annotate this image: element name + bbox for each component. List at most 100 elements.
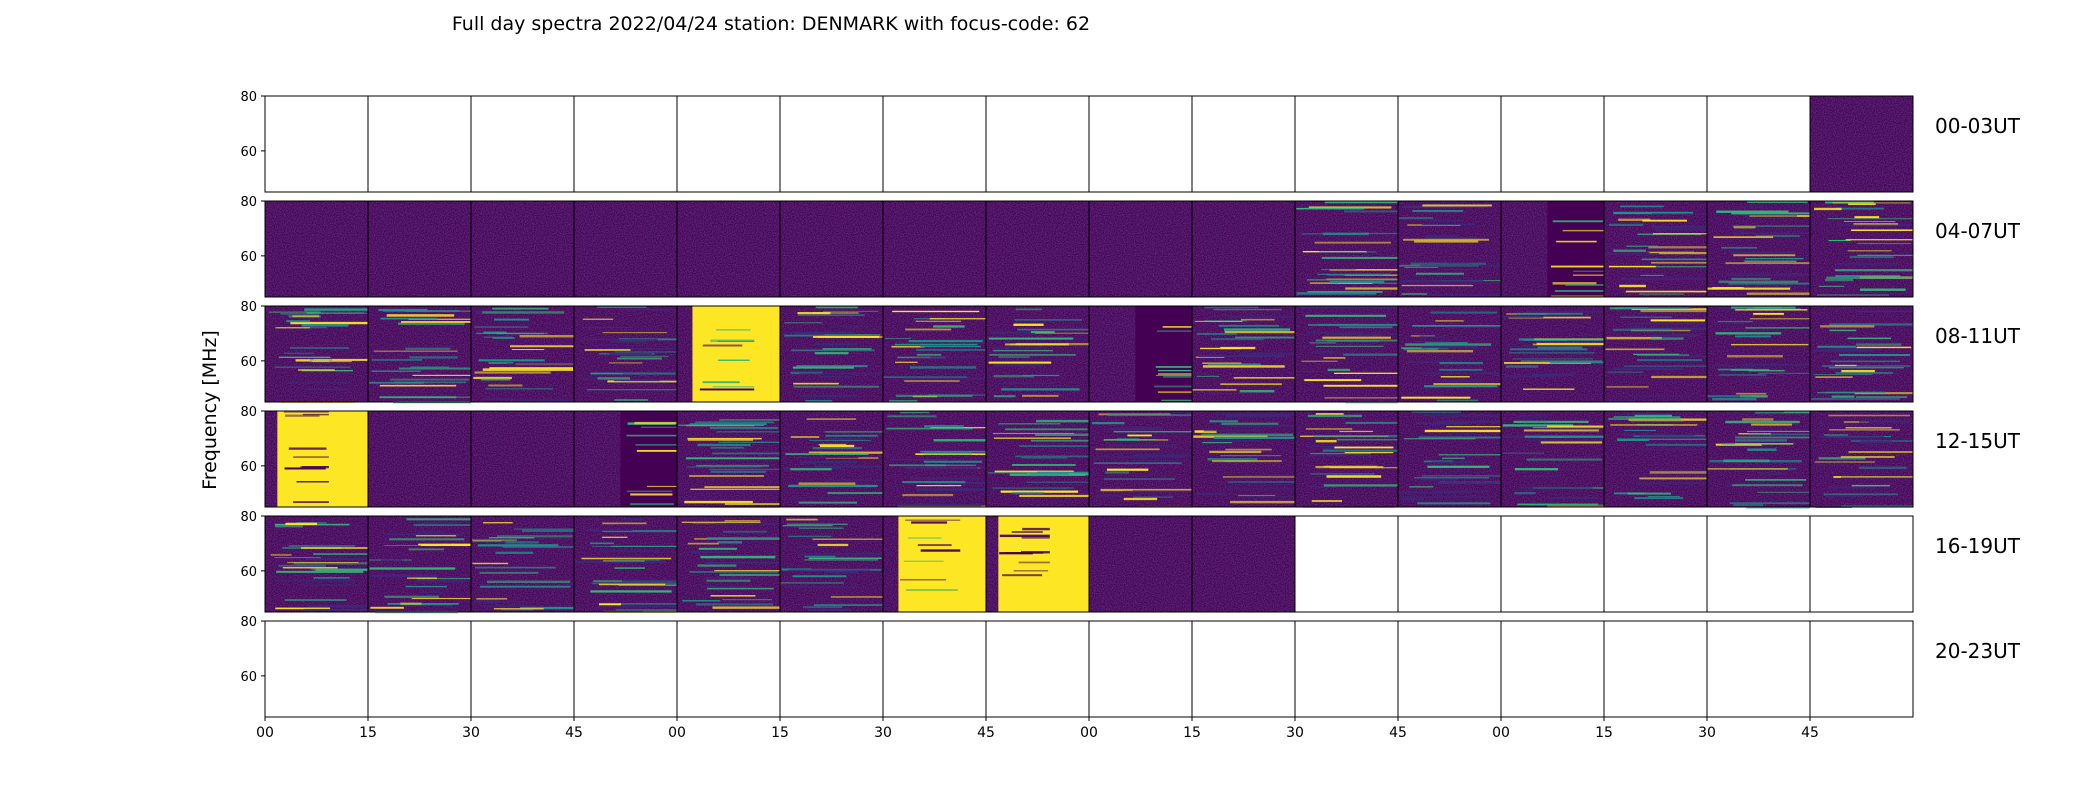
spectrum-cell-empty [882,95,987,193]
spectrum-cell-empty [1191,95,1296,193]
spectrum-cell-busy [264,305,369,403]
spectrum-cell-busy [1397,305,1502,403]
row-00-03UT: 80 60 00-03UT [240,90,2021,193]
row-04-07UT: 80 60 04-07UT [240,195,2021,298]
spectrum-cell-empty [1294,515,1399,613]
y-tick-label: 60 [240,460,257,475]
spectrum-cell-quiet [1191,515,1296,613]
spectrum-cell-empty [264,620,369,718]
row-label: 20-23UT [1935,639,2021,663]
spectrum-cell-rfi-partial [1500,200,1605,298]
spectrum-cell-empty [367,95,472,193]
y-tick-label: 80 [240,195,257,210]
x-tick-label: 00 [256,725,274,741]
spectrum-cell-quiet [470,410,575,508]
spectrum-cell-busy [264,515,369,613]
spectrum-cell-empty [573,95,678,193]
x-tick-label: 30 [1698,725,1716,741]
spectrum-cell-busy [779,515,884,613]
y-tick-label: 60 [240,250,257,265]
y-tick-label: 80 [240,615,257,630]
spectrum-cell-rfi-lines [676,410,781,509]
spectrum-cell-empty [1088,95,1193,193]
spectrum-cell-burst-partial [676,305,781,403]
spectrum-cell-rfi-partial [573,410,678,508]
spectrum-cell-busy [1500,410,1605,508]
spectrum-cell-busy [470,305,575,403]
x-tick-label: 45 [1389,725,1407,741]
spectrum-cell-empty [1294,620,1399,718]
spectrum-cell-busy [882,410,987,508]
spectrum-cell-empty [1397,515,1502,613]
spectrum-cell-burst-full [264,410,369,508]
x-tick-label: 15 [1183,725,1201,741]
spectrum-cell-empty [1500,515,1605,613]
spectrum-cell-quiet [882,200,987,298]
y-tick-label: 60 [240,670,257,685]
spectrum-cell-busy [1191,305,1296,403]
spectrum-cell-busy [1294,305,1399,404]
x-tick-label: 45 [565,725,583,741]
spectrum-cell-busy [470,515,575,613]
spectrum-cell-quiet [367,200,472,298]
spectrum-cell-empty [1809,620,1914,718]
x-tick-label: 15 [359,725,377,741]
spectrum-cell-empty [1088,620,1193,718]
spectrum-cell-empty [1500,95,1605,193]
y-tick-label: 60 [240,565,257,580]
spectrum-cell-empty [779,620,884,718]
spectrum-cell-busy [985,305,1090,403]
spectrum-cell-empty [676,95,781,193]
spectrum-cell-rfi-lines [985,410,1090,508]
spectrum-cell-empty [1191,620,1296,718]
spectrum-cell-busy [1397,200,1502,298]
spectrum-cell-empty [1294,95,1399,193]
spectrum-cell-busy [1809,305,1914,403]
chart-title: Full day spectra 2022/04/24 station: DEN… [452,13,1090,35]
row-label: 04-07UT [1935,219,2021,243]
spectrum-cell-busy [1294,410,1399,508]
x-tick-label: 30 [1286,725,1304,741]
spectrum-cell-empty [264,95,369,193]
spectrum-cell-burst-partial [882,515,987,613]
spectrum-cell-empty [985,95,1090,193]
spectrum-cell-empty [1603,620,1708,718]
spectrum-cell-busy [1191,410,1296,508]
spectrum-cell-rfi-partial [1088,305,1193,403]
row-12-15UT: 80 60 12-15UT [240,405,2021,509]
spectra-rows: 80 60 00-03UT 80 60 04-07UT 80 60 08-11UT 80 60 12-… [240,90,2021,718]
x-tick-label: 00 [668,725,686,741]
row-label: 00-03UT [1935,114,2021,138]
row-label: 08-11UT [1935,324,2021,348]
spectrum-cell-busy [1603,305,1708,403]
spectrum-cell-quiet [1088,515,1193,613]
spectrum-cell-quiet [264,200,369,298]
x-tick-label: 45 [977,725,995,741]
spectrum-cell-quiet [1809,95,1914,193]
x-tick-label: 30 [462,725,480,741]
spectrum-cell-busy [1603,200,1708,298]
spectrum-cell-busy [1706,305,1811,403]
spectrum-cell-busy [1706,410,1811,509]
spectrum-cell-empty [1809,515,1914,613]
spectrum-cell-empty [1706,620,1811,718]
x-tick-label: 45 [1801,725,1819,741]
y-tick-label: 80 [240,90,257,105]
spectrum-cell-quiet [985,200,1090,298]
spectrum-cell-busy [676,515,781,613]
spectrum-cell-rfi-lines [367,305,472,404]
row-label: 16-19UT [1935,534,2021,558]
spectrum-cell-empty [1603,95,1708,193]
y-tick-label: 80 [240,510,257,525]
spectrum-cell-empty [1603,515,1708,613]
row-20-23UT: 80 60 20-23UT [240,615,2021,718]
spectrum-cell-rfi-lines [1294,200,1399,298]
spectrum-cell-busy [1603,410,1708,508]
row-08-11UT: 80 60 08-11UT [240,300,2021,404]
spectrum-cell-empty [1706,515,1811,613]
spectrum-cell-empty [470,620,575,718]
spectrum-cell-busy [1500,305,1605,403]
y-tick-label: 60 [240,145,257,160]
x-tick-label: 00 [1080,725,1098,741]
